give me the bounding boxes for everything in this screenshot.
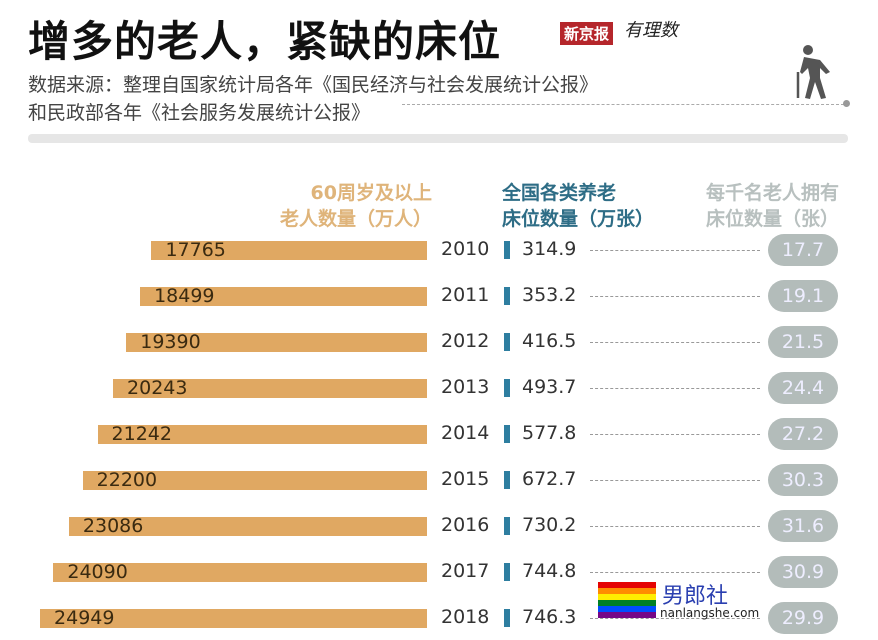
per-thousand-value-label: 24.4 <box>768 372 838 404</box>
elderly-value-label: 21242 <box>111 423 172 445</box>
header-text: 全国各类养老 <box>502 182 617 204</box>
year-label: 2012 <box>441 330 490 352</box>
year-label: 2015 <box>441 468 490 490</box>
beds-value-label: 314.9 <box>522 238 577 260</box>
divider-dot <box>843 100 850 107</box>
elderly-bar: 20243 <box>113 377 427 399</box>
header-text: 床位数量（张） <box>706 208 840 230</box>
header-band <box>28 134 848 143</box>
leader-line <box>590 572 760 573</box>
watermark-url: nanlangshe.com <box>660 606 760 620</box>
elderly-bar: 24949 <box>40 607 427 629</box>
elderly-value-label: 17765 <box>165 239 226 261</box>
beds-value-label: 730.2 <box>522 514 577 536</box>
source-line-2: 和民政部各年《社会服务发展统计公报》 <box>28 102 371 124</box>
year-label: 2010 <box>441 238 490 260</box>
header-elderly: 60周岁及以上老人数量（万人） <box>280 180 432 232</box>
elderly-value-label: 24090 <box>67 561 128 583</box>
beds-value-label: 744.8 <box>522 560 577 582</box>
beds-value-label: 493.7 <box>522 376 577 398</box>
year-label: 2016 <box>441 514 490 536</box>
brand-logo: 新京报 <box>560 22 614 45</box>
elderly-bar: 21242 <box>97 423 427 445</box>
elderly-value-label: 18499 <box>154 285 215 307</box>
leader-line <box>590 434 760 435</box>
beds-value-label: 672.7 <box>522 468 577 490</box>
header-beds: 全国各类养老床位数量（万张） <box>502 180 654 232</box>
source-line-1: 数据来源：整理自国家统计局各年《国民经济与社会发展统计公报》 <box>28 74 599 96</box>
year-label: 2018 <box>441 606 490 628</box>
per-thousand-value-label: 31.6 <box>768 510 838 542</box>
per-thousand-value-label: 27.2 <box>768 418 838 450</box>
header-text: 老人数量（万人） <box>279 208 432 230</box>
rainbow-flag-icon <box>598 582 656 618</box>
per-thousand-value-label: 17.7 <box>768 234 838 266</box>
leader-line <box>590 342 760 343</box>
beds-marker <box>504 425 510 443</box>
elderly-person-icon <box>796 45 830 99</box>
leader-line <box>590 388 760 389</box>
elderly-value-label: 22200 <box>96 469 158 491</box>
column-logo: 有理数 <box>624 20 678 41</box>
divider <box>402 104 844 105</box>
leader-line <box>590 618 760 619</box>
beds-marker <box>504 609 510 627</box>
per-thousand-value-label: 19.1 <box>768 280 838 312</box>
per-thousand-value-label: 30.3 <box>768 464 838 496</box>
elderly-bar: 18499 <box>140 285 427 307</box>
beds-value-label: 416.5 <box>522 330 577 352</box>
leader-line <box>590 250 760 251</box>
header-text: 每千名老人拥有 <box>706 182 840 204</box>
per-thousand-value-label: 30.9 <box>768 556 838 588</box>
beds-marker <box>504 241 510 259</box>
beds-marker <box>504 471 510 489</box>
leader-line <box>590 296 760 297</box>
year-label: 2011 <box>441 284 490 306</box>
elderly-bar: 17765 <box>151 239 427 261</box>
year-label: 2014 <box>441 422 490 444</box>
elderly-bar: 22200 <box>82 469 427 491</box>
header-text: 60周岁及以上 <box>310 182 432 204</box>
year-label: 2017 <box>441 560 490 582</box>
elderly-value-label: 20243 <box>127 377 188 399</box>
per-thousand-value-label: 29.9 <box>768 602 838 634</box>
elderly-value-label: 24949 <box>54 607 115 629</box>
per-thousand-value-label: 21.5 <box>768 326 838 358</box>
elderly-bar: 19390 <box>126 331 427 353</box>
title: 增多的老人，紧缺的床位 <box>28 17 502 66</box>
elderly-bar: 24090 <box>53 561 427 583</box>
beds-value-label: 746.3 <box>522 606 577 628</box>
leader-line <box>590 526 760 527</box>
beds-value-label: 353.2 <box>522 284 577 306</box>
beds-marker <box>504 379 510 397</box>
elderly-bar: 23086 <box>68 515 427 537</box>
elderly-value-label: 19390 <box>140 331 201 353</box>
header-per-thousand: 每千名老人拥有 床位数量（张） <box>706 180 839 232</box>
beds-marker <box>504 517 510 535</box>
leader-line <box>590 480 760 481</box>
elderly-value-label: 23086 <box>82 515 144 537</box>
header-text: 床位数量（万张） <box>502 208 655 230</box>
beds-marker <box>504 333 510 351</box>
year-label: 2013 <box>441 376 490 398</box>
watermark-name: 男郎社 <box>662 584 729 609</box>
beds-value-label: 577.8 <box>522 422 577 444</box>
beds-marker <box>504 287 510 305</box>
beds-marker <box>504 563 510 581</box>
